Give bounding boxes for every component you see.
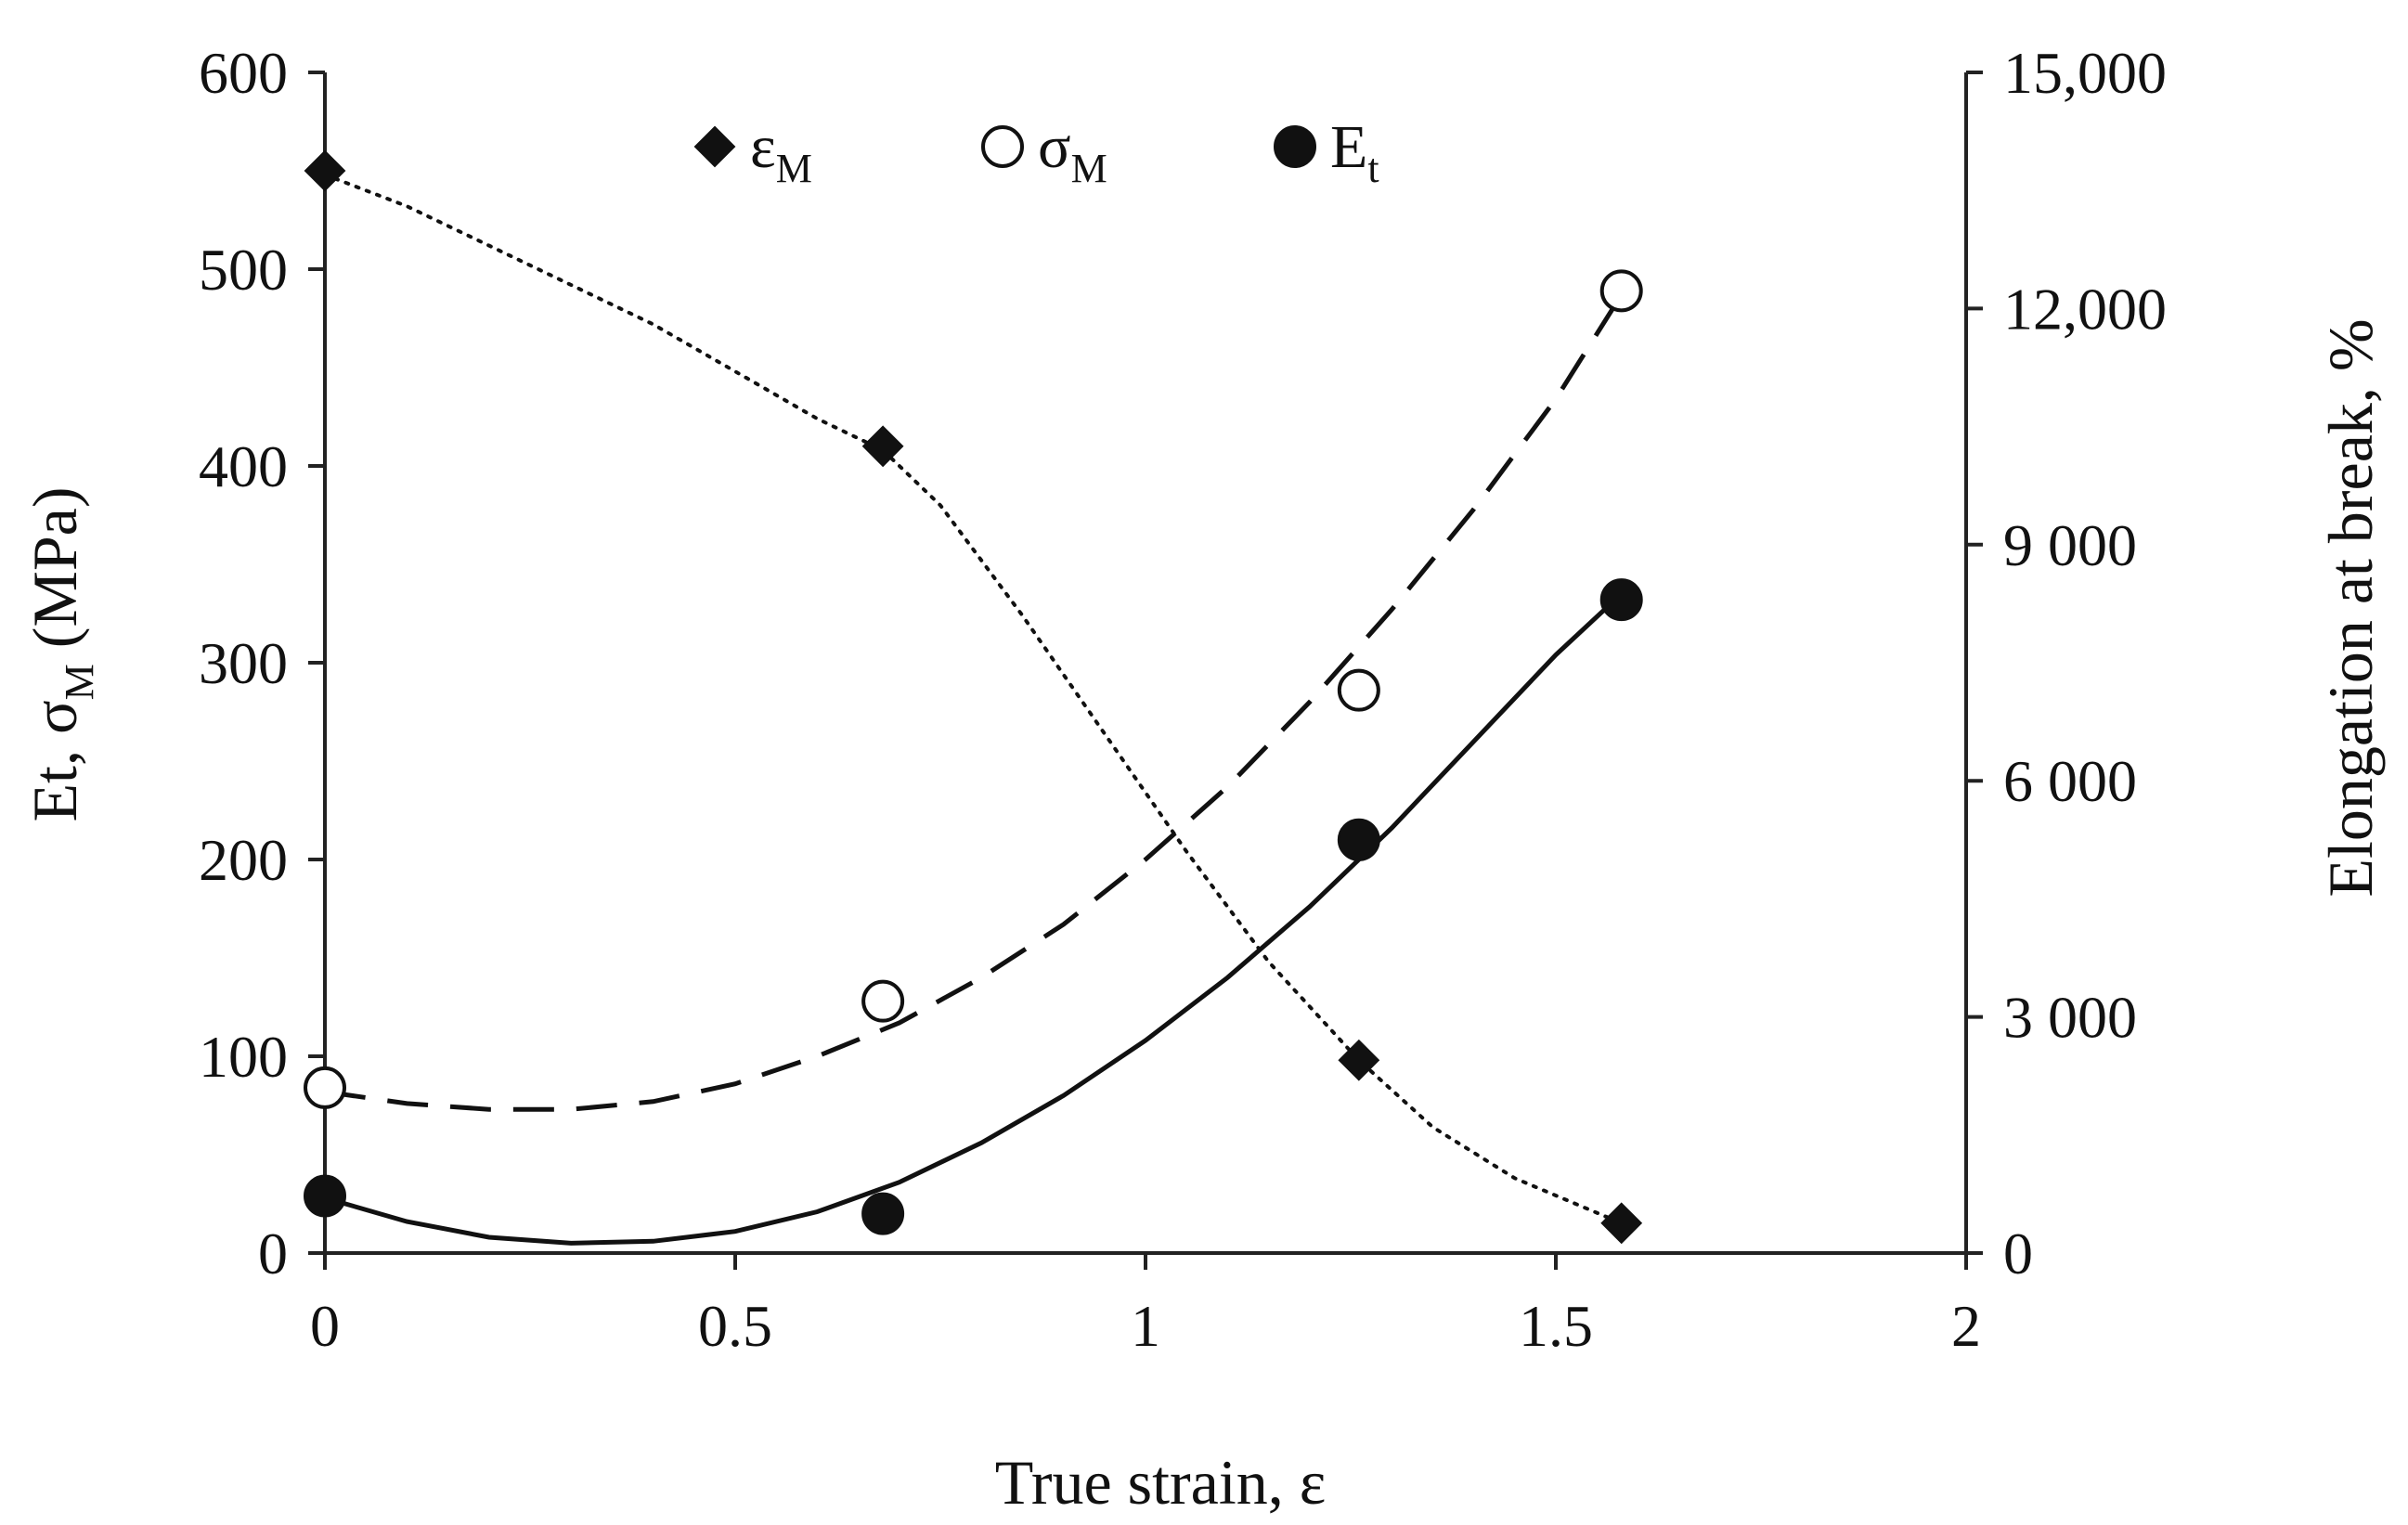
y-left-title-suffix: (MPa) <box>19 487 90 665</box>
y-right-tick-label: 0 <box>2003 1221 2033 1286</box>
legend-label-sub: M <box>1071 146 1107 191</box>
point-σM <box>1599 269 1643 313</box>
legend-label-εM: εM <box>750 113 812 191</box>
data-points <box>304 149 1643 1245</box>
plot-frame <box>308 71 1983 1270</box>
y-right-tick-label: 15,000 <box>2003 40 2167 106</box>
y-left-tick-label: 600 <box>199 40 288 106</box>
legend-label-σM: σM <box>1038 113 1107 191</box>
point-εM <box>304 149 346 192</box>
y-left-axis-title: Et, σM (MPa) <box>19 487 102 822</box>
point-σM <box>1337 668 1380 712</box>
legend-label-base: E <box>1330 113 1367 181</box>
y-left-tick-label: 200 <box>199 827 288 893</box>
y-right-axis-title: Elongation at break, % <box>2315 318 2386 897</box>
point-Et <box>1337 818 1380 861</box>
legend-marker-εM <box>693 125 736 168</box>
y-left-tick-label: 400 <box>199 433 288 499</box>
y-right-tick-label: 12,000 <box>2003 276 2167 342</box>
fit-curves <box>323 173 1624 1246</box>
series-line-εM <box>323 173 1624 1225</box>
legend-marker-Et <box>1274 125 1316 168</box>
y-left-tick-label: 0 <box>258 1221 288 1286</box>
y-left-tick-label: 100 <box>199 1024 288 1090</box>
series-line-Et <box>324 591 1624 1246</box>
point-Et <box>1599 578 1643 622</box>
series-line-σM <box>324 293 1624 1112</box>
point-Et <box>304 1174 346 1218</box>
y-left-tick-label: 300 <box>199 630 288 696</box>
y-left-tick-label: 500 <box>199 237 288 303</box>
x-tick-label: 0 <box>310 1293 340 1359</box>
legend-label-sub: t <box>1367 146 1379 191</box>
x-tick-label: 1 <box>1131 1293 1160 1359</box>
point-σM <box>861 979 905 1023</box>
y-left-title-sub: M <box>57 664 102 700</box>
axis-titles: True strain, ε Et, σM (MPa) Elongation a… <box>19 318 2386 1518</box>
point-εM <box>1338 1039 1380 1081</box>
legend-label-base: ε <box>750 113 776 181</box>
y-right-tick-label: 9 000 <box>2003 512 2137 578</box>
point-Et <box>861 1192 905 1235</box>
legend: εM σM Et <box>693 113 1379 191</box>
y-right-tick-label: 3 000 <box>2003 985 2137 1051</box>
point-σM <box>304 1066 346 1109</box>
x-axis-title: True strain, ε <box>995 1447 1327 1518</box>
x-tick-label: 0.5 <box>698 1293 772 1359</box>
point-εM <box>1600 1202 1643 1245</box>
point-εM <box>861 425 904 468</box>
legend-marker-σM <box>981 125 1024 168</box>
legend-label-sub: M <box>776 146 812 191</box>
x-tick-label: 1.5 <box>1519 1293 1593 1359</box>
y-right-tick-label: 6 000 <box>2003 748 2137 814</box>
legend-label-base: σ <box>1038 113 1071 181</box>
legend-label-Et: Et <box>1330 113 1379 191</box>
x-tick-label: 2 <box>1951 1293 1981 1359</box>
y-left-title-main: Et, σ <box>19 700 90 821</box>
